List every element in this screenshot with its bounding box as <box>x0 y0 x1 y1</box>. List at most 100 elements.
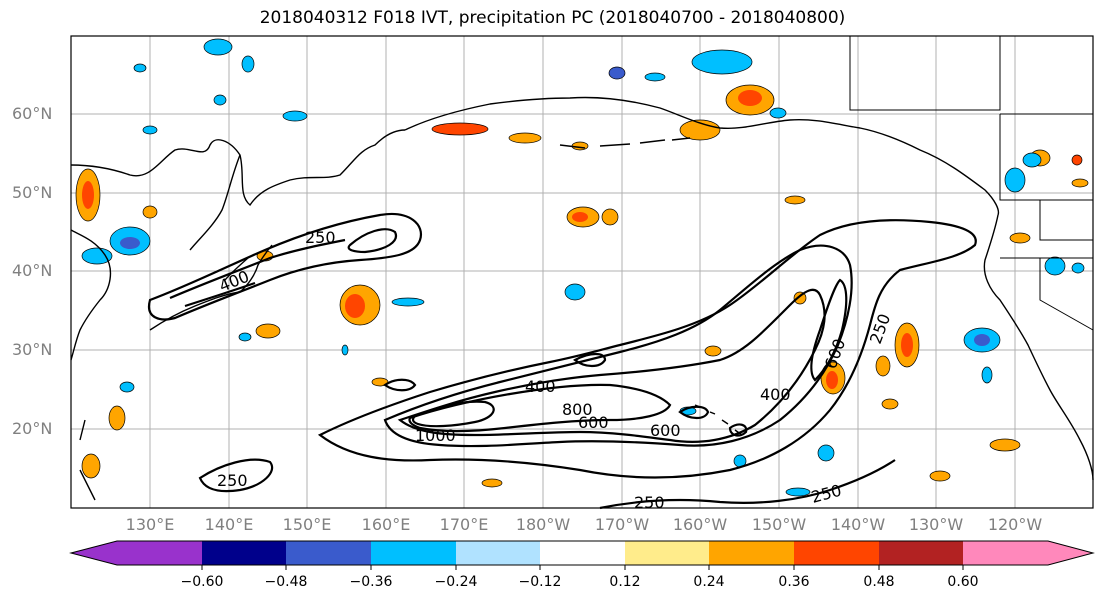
contour-250-japan <box>147 212 423 321</box>
precip-patch <box>119 381 135 393</box>
contour-ring <box>678 405 710 420</box>
lon-tick-label: 180°W <box>515 515 571 534</box>
precip-patch <box>784 195 806 205</box>
precip-patch <box>817 444 835 462</box>
precip-pc-patches <box>75 38 1089 497</box>
border-washington <box>1039 200 1093 241</box>
coast-russia <box>70 129 406 207</box>
contour-label: 800 <box>562 400 593 419</box>
lon-tick-label: 170°W <box>594 515 650 534</box>
precip-patch <box>431 122 489 136</box>
precip-patch <box>691 49 753 75</box>
contour-label: 250 <box>305 228 336 247</box>
colorbar-tick-label: −0.60 <box>180 574 224 590</box>
precip-patch <box>391 297 425 307</box>
precip-patch <box>213 94 227 106</box>
precip-patch <box>608 66 626 80</box>
precip-patch <box>108 405 126 431</box>
lon-tick-label: 130°E <box>125 515 175 534</box>
colorbar-segment <box>371 541 456 565</box>
precip-patch <box>255 323 281 339</box>
precip-patch <box>929 470 951 482</box>
lon-tick-label: 120°W <box>987 515 1043 534</box>
precip-patch <box>571 141 589 151</box>
lat-tick-label: 40°N <box>12 261 53 280</box>
precip-patch <box>1071 178 1089 188</box>
colorbar-tick-label: −0.48 <box>264 574 308 590</box>
contour-label: 600 <box>578 413 609 432</box>
contour-small-japan <box>347 228 398 254</box>
precip-patch <box>679 119 721 141</box>
ivt-contours <box>147 212 977 510</box>
lon-tick-label: 130°W <box>908 515 964 534</box>
lat-tick-label: 50°N <box>12 183 53 202</box>
colorbar-segment <box>709 541 794 565</box>
precip-patch <box>1004 167 1026 193</box>
lon-tick-label: 160°E <box>361 515 411 534</box>
colorbar-tick-label: −0.36 <box>349 574 393 590</box>
contour-1000-main <box>411 400 495 428</box>
coastlines <box>70 96 1094 501</box>
precip-patch <box>785 487 811 497</box>
colorbar-segment <box>625 541 709 565</box>
coast-alaska <box>404 96 1000 216</box>
precip-patch <box>282 110 308 122</box>
border-yukon <box>849 36 1001 111</box>
contour-250-main <box>317 219 977 479</box>
map-background <box>71 36 1093 508</box>
colorbar-tick-label: 0.36 <box>778 574 810 590</box>
precip-patch <box>142 125 158 135</box>
colorbar-tick-label: −0.12 <box>518 574 562 590</box>
contour-250-bottom <box>599 459 896 510</box>
colorbar-over-arrow <box>1048 541 1093 565</box>
contour-400-japan <box>169 238 346 300</box>
colorbar-segment <box>456 541 540 565</box>
precip-patch <box>1071 262 1085 274</box>
precip-patch <box>203 38 233 56</box>
precip-patch <box>341 344 349 356</box>
contour-label: 600 <box>650 421 681 440</box>
coast-philippines <box>79 419 96 501</box>
coast-china <box>70 229 112 361</box>
precip-patch <box>142 205 158 219</box>
precip-patch <box>481 478 503 488</box>
precip-patch <box>564 283 586 301</box>
colorbar-segment <box>963 541 1048 565</box>
contour-400-main <box>383 244 853 448</box>
plot-title: 2018040312 F018 IVT, precipitation PC (2… <box>259 8 846 28</box>
border-nevada <box>1039 258 1094 331</box>
contour-label: 250 <box>217 471 248 490</box>
contour-1000-japan <box>184 281 256 308</box>
contour-250-south <box>198 458 274 493</box>
contour-ring <box>728 423 748 437</box>
lon-tick-label: 140°W <box>830 515 886 534</box>
colorbar-segment <box>286 541 371 565</box>
lon-tick-label: 160°W <box>672 515 728 534</box>
colorbar-segment <box>117 541 202 565</box>
coast-north-america <box>983 214 1094 481</box>
precip-patch <box>1009 232 1031 244</box>
colorbar <box>69 540 1095 570</box>
lon-tick-label: 140°E <box>204 515 254 534</box>
lon-tick-label: 150°W <box>751 515 807 534</box>
contour-label: 1000 <box>415 426 456 445</box>
contour-ring <box>383 378 417 392</box>
colorbar-tick-label: 0.12 <box>609 574 641 590</box>
coast-hokkaido <box>224 257 249 281</box>
precip-patch <box>1071 154 1083 166</box>
contour-800-main <box>408 383 672 433</box>
border-bc <box>999 114 1093 201</box>
colorbar-outline <box>69 540 1095 566</box>
lat-tick-label: 60°N <box>12 104 53 123</box>
colorbar-tick-label: 0.48 <box>863 574 895 590</box>
precip-patch <box>238 332 252 342</box>
lon-tick-label: 170°E <box>439 515 489 534</box>
precip-patch <box>769 107 787 119</box>
map-frame <box>70 35 1094 509</box>
precip-patch <box>981 366 993 384</box>
colorbar-under-arrow <box>71 541 117 565</box>
precip-patch <box>1022 152 1042 168</box>
precip-patch <box>508 132 542 144</box>
contour-600-east <box>810 278 848 382</box>
